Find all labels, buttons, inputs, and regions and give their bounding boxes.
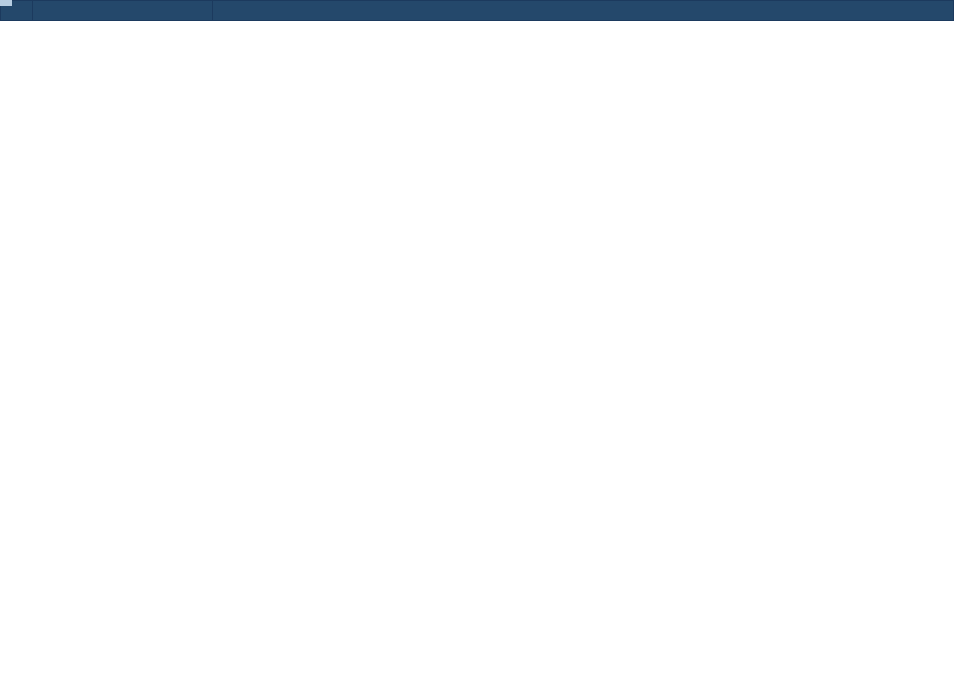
col-header-function [213, 1, 954, 21]
page-number [0, 0, 12, 6]
col-header-feature [33, 1, 213, 21]
feature-table [0, 0, 954, 21]
